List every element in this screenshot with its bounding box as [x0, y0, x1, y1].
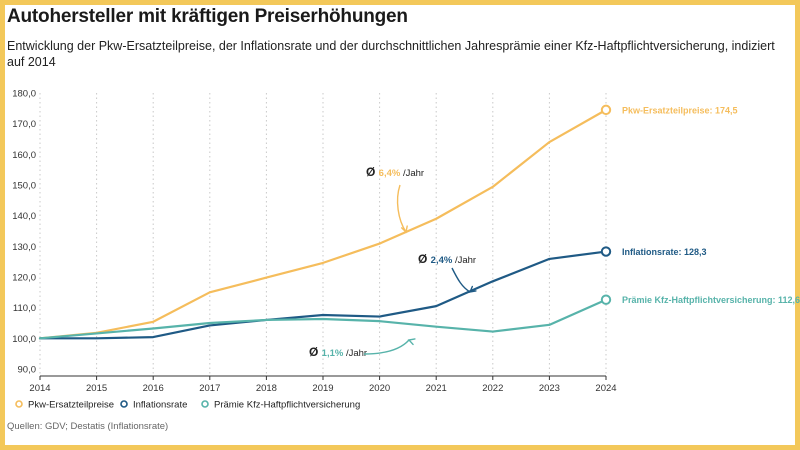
x-tick-label: 2019	[312, 383, 333, 394]
y-tick-label: 100,0	[12, 334, 36, 345]
y-tick-label: 160,0	[12, 150, 36, 161]
y-tick-label: 170,0	[12, 119, 36, 130]
y-tick-label: 90,0	[18, 365, 37, 376]
legend-label-ersatzteile: Pkw-Ersatzteilpreise	[28, 400, 114, 411]
x-tick-label: 2020	[369, 383, 390, 394]
annotation-symbol: Ø	[309, 345, 322, 359]
legend-label-inflation: Inflationsrate	[133, 400, 187, 411]
chart-title: Autohersteller mit kräftigen Preiserhöhu…	[7, 6, 408, 27]
y-tick-label: 140,0	[12, 211, 36, 222]
y-tick-label: 130,0	[12, 242, 36, 253]
series-endpoint-ersatzteile	[600, 104, 612, 116]
end-label-inflation: Inflationsrate: 128,3	[622, 247, 707, 257]
x-tick-label: 2017	[199, 383, 220, 394]
annotation-arrowhead-haftpflicht	[407, 338, 416, 346]
annotation-value: 6,4%	[379, 168, 403, 179]
series-line-inflation	[38, 250, 608, 340]
source-note: Quellen: GDV; Destatis (Inflationsrate)	[7, 421, 169, 432]
x-tick-label: 2018	[256, 383, 277, 394]
annotation-value: 2,4%	[431, 255, 455, 266]
legend-marker-ersatzteile	[15, 400, 23, 408]
y-tick-label: 110,0	[13, 303, 36, 314]
series-line-haftpflicht	[38, 298, 608, 340]
series-endpoint-inflation	[600, 246, 612, 257]
annotation-suffix: /Jahr	[455, 255, 476, 266]
x-tick-label: 2021	[426, 383, 447, 394]
annotation-suffix: /Jahr	[403, 168, 424, 179]
annotation-arrow-haftpflicht	[363, 339, 410, 355]
legend-marker-haftpflicht	[201, 400, 209, 408]
x-tick-label: 2016	[143, 383, 164, 394]
annotation-arrow-inflation	[451, 267, 471, 293]
annotation-value: 1,1%	[322, 348, 346, 359]
annotation-symbol: Ø	[366, 165, 379, 179]
annotation-inflation: Ø 2,4% /Jahr	[418, 252, 476, 266]
series-endpoint-haftpflicht	[600, 294, 612, 305]
annotation-haftpflicht: Ø 1,1% /Jahr	[309, 345, 367, 359]
y-tick-label: 150,0	[12, 181, 36, 192]
x-tick-label: 2022	[482, 383, 503, 394]
x-tick-label: 2024	[595, 383, 616, 394]
annotation-arrowhead-ersatzteile	[400, 225, 408, 234]
annotation-suffix: /Jahr	[346, 348, 367, 359]
x-tick-label: 2014	[29, 383, 50, 394]
chart-subtitle: Entwicklung der Pkw-Ersatzteilpreise, de…	[7, 39, 775, 69]
end-label-ersatzteile: Pkw-Ersatzteilpreise: 174,5	[622, 105, 738, 115]
annotation-arrow-ersatzteile	[396, 184, 407, 233]
chart-card	[5, 5, 795, 445]
x-tick-label: 2015	[86, 383, 107, 394]
y-tick-label: 120,0	[12, 273, 36, 284]
annotation-symbol: Ø	[418, 252, 431, 266]
legend-marker-inflation	[120, 400, 128, 408]
y-tick-label: 180,0	[12, 89, 36, 100]
annotation-arrowhead-inflation	[468, 285, 477, 293]
annotation-ersatzteile: Ø 6,4% /Jahr	[366, 165, 424, 179]
end-label-haftpflicht: Prämie Kfz-Haftpflichtversicherung: 112,…	[622, 295, 800, 305]
series-line-ersatzteile	[38, 108, 608, 340]
legend-label-haftpflicht: Prämie Kfz-Haftpflichtversicherung	[214, 400, 360, 411]
x-tick-label: 2023	[539, 383, 560, 394]
